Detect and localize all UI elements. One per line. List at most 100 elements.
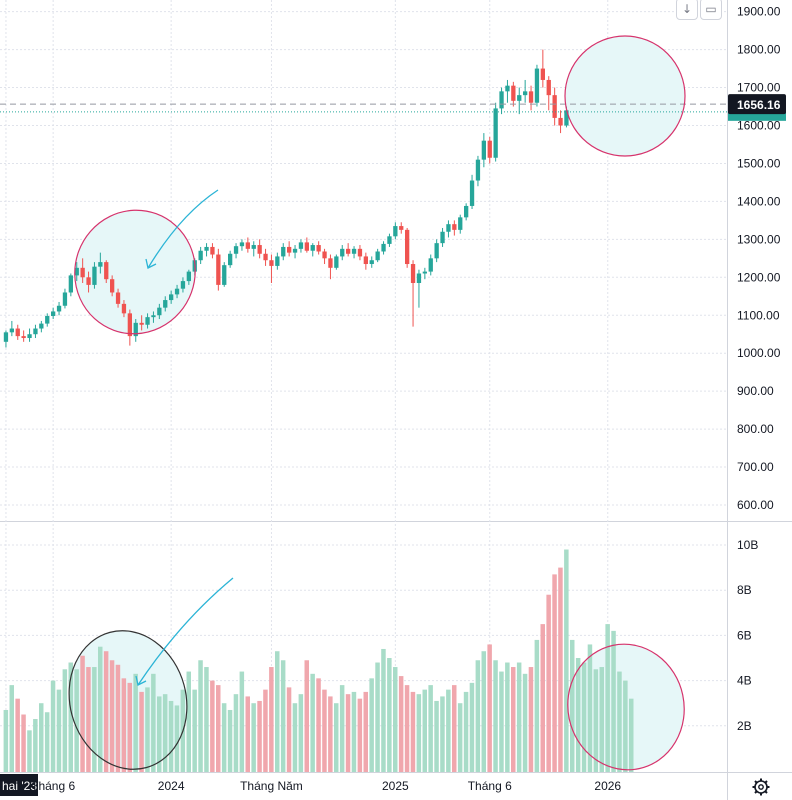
candle-body (275, 256, 280, 266)
candle (115, 288, 121, 308)
price-tick-label: 700.00 (737, 460, 774, 474)
price-tick-label: 1000.00 (737, 346, 781, 360)
time-tick-label: Tháng Năm (240, 779, 303, 793)
candle-body (564, 110, 569, 126)
candle-body (340, 248, 345, 257)
volume-bar (263, 689, 268, 772)
candle-body (546, 79, 551, 96)
candle (546, 76, 551, 111)
candle (163, 296, 168, 312)
candle-body (151, 315, 156, 318)
volume-bar (62, 669, 68, 772)
volume-bar (269, 667, 274, 772)
candle (322, 248, 327, 265)
volume-bar (357, 698, 363, 772)
annotation-arrowhead-volume (135, 675, 147, 686)
price-tick-label: 1800.00 (737, 43, 781, 57)
candle-body (357, 248, 363, 257)
candle (499, 87, 504, 115)
volume-bar (239, 671, 245, 772)
candle (540, 49, 545, 88)
candle (121, 300, 127, 318)
volume-bar (363, 691, 368, 772)
download-icon[interactable]: ↓ (676, 0, 698, 20)
candle (174, 284, 180, 299)
candle (9, 320, 14, 337)
settings-icon[interactable] (752, 778, 770, 796)
candle (151, 311, 156, 323)
candle-body (186, 271, 191, 282)
candle (493, 102, 498, 162)
candle (369, 256, 374, 268)
candle (511, 81, 516, 107)
volume-bar (452, 685, 457, 772)
candle-body (322, 251, 327, 259)
candle-body (387, 236, 392, 244)
candle-body (304, 242, 309, 251)
volume-bar (210, 680, 215, 772)
candle (269, 254, 274, 283)
candle-body (15, 328, 20, 337)
volume-bar (74, 669, 79, 772)
volume-tick-label: 10B (737, 538, 758, 552)
candle (558, 110, 563, 134)
volume-bar (410, 691, 416, 772)
candle (505, 79, 510, 103)
candle-body (74, 267, 79, 276)
volume-bar (304, 660, 309, 772)
price-axis[interactable]: 600.00 700.00 800.00 900.00 1000.00 1100.00 12… (737, 5, 781, 512)
candle (534, 64, 540, 107)
candle (440, 227, 445, 247)
candle-body (257, 245, 262, 254)
volume-bar (393, 667, 398, 772)
last-price-value: 1656.16 (737, 98, 781, 112)
volume-bar (404, 685, 410, 772)
candle-body (505, 85, 510, 92)
volume-bar (334, 703, 339, 772)
candle-body (157, 307, 162, 316)
volume-bar (157, 696, 162, 772)
candle (21, 330, 26, 342)
candle-body (33, 328, 38, 335)
candle (157, 303, 162, 320)
price-tick-label: 1300.00 (737, 232, 781, 246)
volume-bar (629, 698, 634, 772)
volume-bar (109, 660, 115, 772)
candle-body (452, 224, 457, 230)
candle-body (104, 262, 109, 280)
volume-bar (440, 696, 445, 772)
candle (287, 241, 292, 257)
candle (39, 320, 44, 333)
candle (68, 273, 73, 297)
candle-body (169, 294, 174, 301)
candle (481, 133, 486, 168)
time-tick-label: 2024 (158, 779, 185, 793)
volume-axis[interactable]: 2B 4B 6B 8B 10B (737, 538, 758, 733)
annotation-arrowhead-price (145, 258, 157, 269)
candle (292, 245, 298, 259)
candle-body (316, 245, 321, 252)
last-price-labels: 1656.16 (728, 94, 786, 121)
volume-bar (416, 694, 422, 772)
candle (222, 262, 227, 287)
candle (422, 267, 427, 280)
candle-body (287, 246, 292, 253)
candle-body (434, 243, 439, 259)
candle (110, 275, 115, 297)
volume-bar (505, 662, 510, 772)
candle-body (410, 264, 416, 283)
volume-bar (39, 703, 44, 772)
candle-body (39, 323, 44, 329)
fullscreen-icon[interactable]: ▭ (700, 0, 722, 20)
price-tick-label: 1600.00 (737, 119, 781, 133)
candle (393, 222, 398, 240)
volume-bar (186, 671, 191, 772)
candle-body (115, 292, 121, 304)
volume-bar (581, 662, 587, 772)
candle (98, 252, 103, 274)
candle (334, 254, 339, 270)
volume-bar (599, 667, 604, 772)
volume-bar (422, 689, 427, 772)
